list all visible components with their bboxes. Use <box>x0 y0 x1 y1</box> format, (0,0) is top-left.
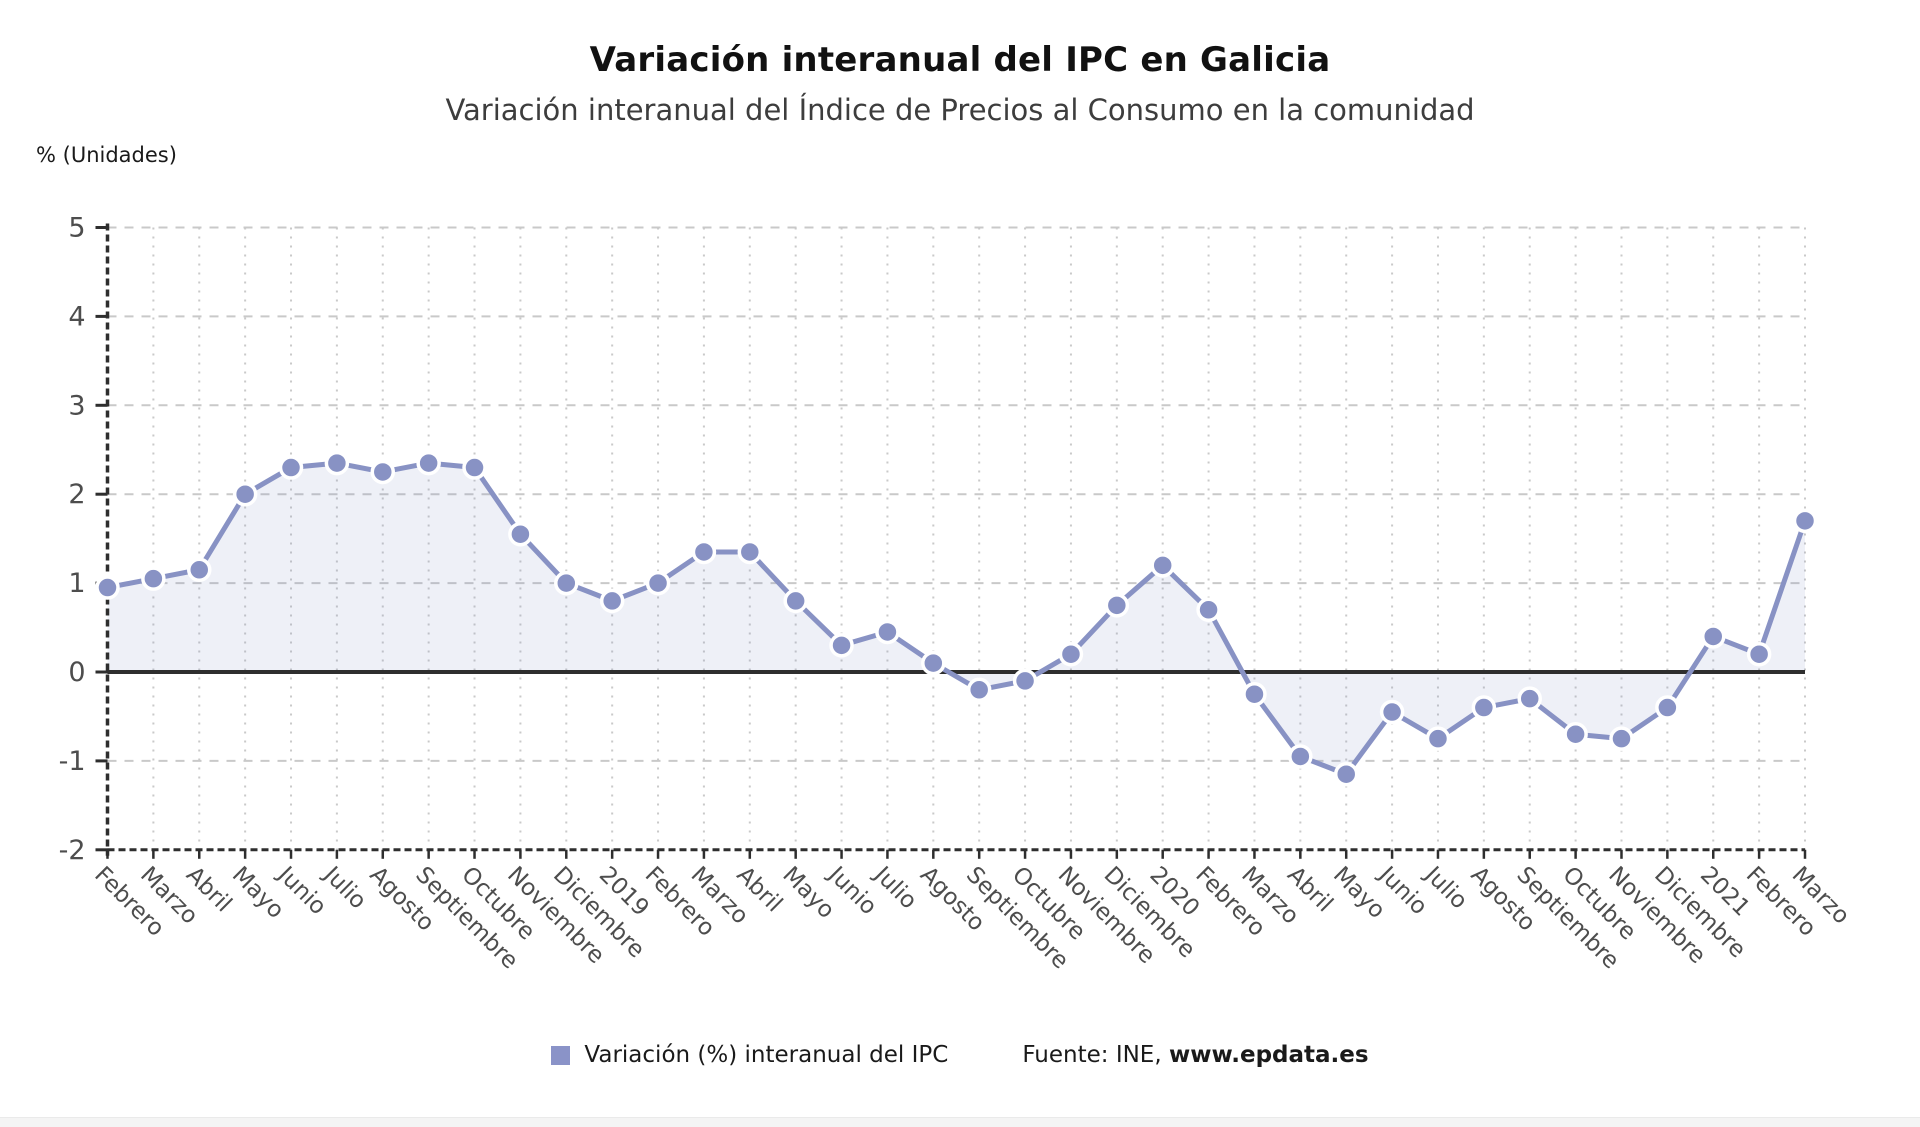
data-point[interactable] <box>1150 553 1175 578</box>
data-point[interactable] <box>1104 593 1130 618</box>
data-point[interactable] <box>370 459 396 485</box>
legend-swatch[interactable] <box>551 1045 571 1065</box>
data-point[interactable] <box>462 455 487 480</box>
series-area-fill <box>107 463 1805 775</box>
data-point[interactable] <box>187 557 212 583</box>
source-site: www.epdata.es <box>1168 1042 1369 1068</box>
data-point[interactable] <box>875 619 900 645</box>
y-tick-label: 0 <box>68 657 85 688</box>
y-tick-label: -1 <box>59 746 86 777</box>
data-point[interactable] <box>691 539 717 565</box>
source-attribution: Fuente: INE, www.epdata.es <box>1022 1042 1368 1068</box>
data-point[interactable] <box>1288 744 1313 769</box>
data-point[interactable] <box>1379 699 1405 725</box>
data-point[interactable] <box>1471 695 1497 720</box>
data-point[interactable] <box>1563 721 1588 747</box>
y-tick-label: 2 <box>68 479 85 510</box>
data-point[interactable] <box>1792 508 1818 534</box>
data-point[interactable] <box>141 566 166 591</box>
data-point[interactable] <box>966 677 992 703</box>
x-tick-label: Mayo <box>227 862 289 924</box>
data-point[interactable] <box>1333 761 1359 787</box>
data-point[interactable] <box>1517 686 1542 711</box>
data-point[interactable] <box>1655 695 1680 720</box>
chart-legend: Variación (%) interanual del IPC Fuente:… <box>0 1042 1920 1068</box>
data-point[interactable] <box>324 450 350 476</box>
data-point[interactable] <box>1242 681 1267 707</box>
data-point[interactable] <box>921 650 946 676</box>
data-point[interactable] <box>1196 597 1221 623</box>
y-tick-label: -2 <box>59 835 86 866</box>
source-prefix: Fuente: INE, <box>1022 1042 1169 1068</box>
y-tick-label: 4 <box>68 301 85 332</box>
data-point[interactable] <box>645 570 671 596</box>
y-tick-label: 5 <box>68 213 85 244</box>
legend-series-label[interactable]: Variación (%) interanual del IPC <box>584 1042 949 1068</box>
data-point[interactable] <box>416 450 441 476</box>
data-point[interactable] <box>1700 624 1726 649</box>
x-tick-label: Mayo <box>777 862 839 924</box>
data-point[interactable] <box>1058 641 1084 667</box>
y-tick-label: 3 <box>68 390 85 421</box>
footer-strip <box>0 1117 1920 1127</box>
data-point[interactable] <box>278 455 304 480</box>
data-point[interactable] <box>783 588 808 614</box>
data-point[interactable] <box>829 633 854 658</box>
data-point[interactable] <box>232 481 258 507</box>
data-point[interactable] <box>554 570 579 596</box>
data-point[interactable] <box>599 588 625 614</box>
data-point[interactable] <box>737 539 763 565</box>
data-point[interactable] <box>95 575 120 600</box>
page-title: Variación interanual del IPC en Galicia <box>589 40 1331 80</box>
data-point[interactable] <box>1746 641 1772 667</box>
y-tick-label: 1 <box>68 568 85 599</box>
data-point[interactable] <box>508 521 533 547</box>
data-point[interactable] <box>1609 726 1634 751</box>
data-point[interactable] <box>1425 726 1451 751</box>
page-subtitle: Variación interanual del Índice de Preci… <box>445 93 1475 127</box>
x-tick-label: Mayo <box>1328 862 1390 924</box>
y-axis-unit-label: % (Unidades) <box>36 143 177 167</box>
data-point[interactable] <box>1012 668 1038 694</box>
